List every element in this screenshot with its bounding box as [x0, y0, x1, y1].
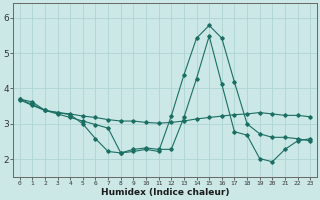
X-axis label: Humidex (Indice chaleur): Humidex (Indice chaleur)	[101, 188, 229, 197]
